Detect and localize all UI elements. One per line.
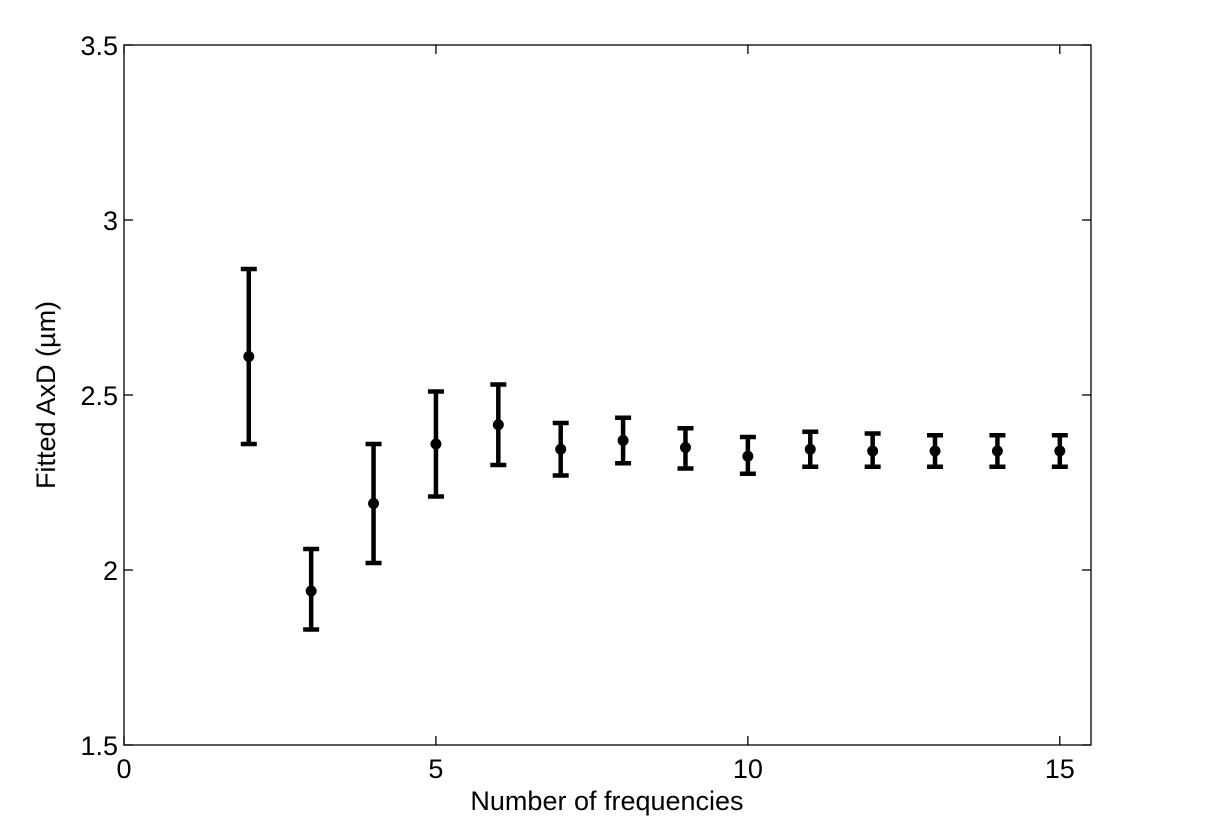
data-point-marker [804,443,816,455]
data-point-group [365,441,382,566]
data-point-group [989,433,1006,469]
data-point-marker [742,450,754,462]
data-point-marker [991,445,1003,457]
data-point-group [615,415,632,466]
data-point-group [739,434,756,476]
data-point-group [303,546,320,632]
y-axis-label: Fitted AxD (µm) [31,301,61,489]
data-point-group [802,429,819,469]
plot-frame [123,44,1092,746]
plot-area-background [124,45,1091,745]
axis-tick-labels: 0 5 10 15 1.5 2 2.5 3 3.5 [80,31,1074,784]
data-point-group [864,431,881,469]
data-point-marker [368,498,380,509]
x-tick-label: 10 [733,754,763,784]
y-tick-label: 2 [103,556,118,586]
data-point-group [1051,433,1068,469]
y-tick-label: 3.5 [80,31,118,61]
x-tick-label: 5 [428,754,443,784]
data-point-marker [867,445,879,457]
data-point-group [490,382,507,468]
data-point-group [927,433,944,469]
data-point-marker [305,585,317,597]
data-point-marker [492,419,504,431]
data-marks [240,266,1068,632]
data-point-marker [929,445,941,457]
data-point-group [552,420,569,478]
y-tick-label: 1.5 [80,731,118,761]
y-tick-label: 3 [103,206,118,236]
x-tick-label: 0 [116,754,131,784]
data-point-group [240,266,257,447]
data-point-marker [555,443,567,455]
data-point-marker [430,438,442,450]
x-axis-label: Number of frequencies [470,786,743,816]
data-point-marker [243,351,255,362]
data-point-group [427,389,444,499]
y-tick-label: 2.5 [80,381,118,411]
x-tick-label: 15 [1045,754,1075,784]
data-point-marker [1054,445,1066,457]
data-point-marker [679,442,691,453]
data-point-marker [617,435,629,446]
data-point-group [677,426,694,471]
